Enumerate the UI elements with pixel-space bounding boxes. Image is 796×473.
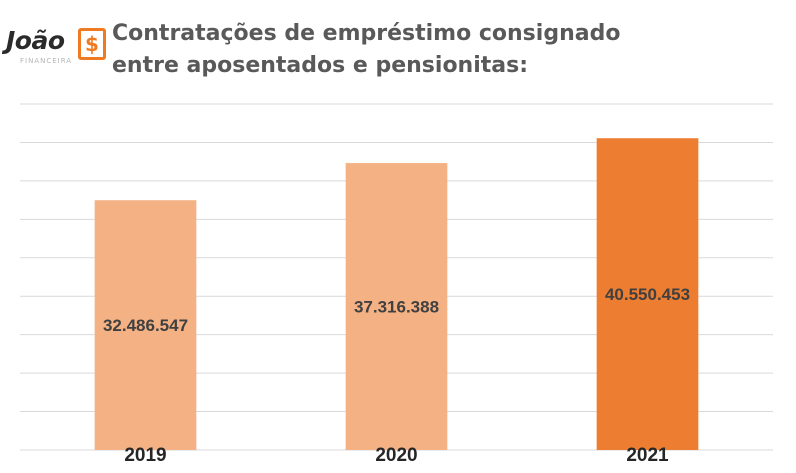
- dollar-icon: $: [78, 28, 106, 60]
- category-label-2019: 2019: [124, 445, 166, 466]
- data-label-2020: 37.316.388: [354, 298, 439, 317]
- category-label-2020: 2020: [375, 445, 417, 466]
- logo: João $ FINANCEIRA: [6, 26, 110, 70]
- category-label-2021: 2021: [626, 445, 669, 466]
- logo-wordmark: João: [6, 26, 65, 55]
- bar-2020: [345, 163, 448, 451]
- logo-subtitle: FINANCEIRA: [20, 57, 73, 65]
- data-label-2019: 32.486.547: [103, 316, 188, 335]
- data-label-2021: 40.550.453: [605, 285, 690, 304]
- chart-title: Contratações de empréstimo consignado en…: [112, 21, 621, 78]
- bar-2021: [596, 138, 699, 450]
- bar-2019: [94, 200, 197, 450]
